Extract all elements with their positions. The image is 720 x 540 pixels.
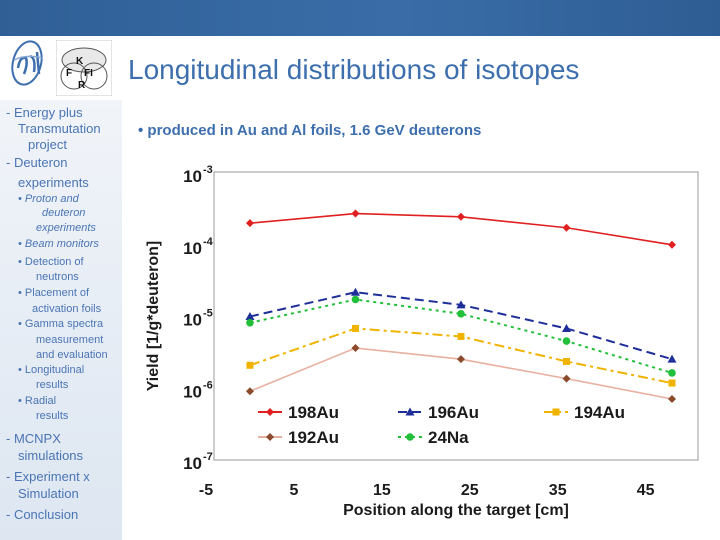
kfi-letter-f: F (66, 68, 72, 79)
x-axis-label: Position along the target [cm] (343, 502, 569, 519)
y-axis-label: Yield [1/g*deuteron] (145, 241, 162, 392)
y-tick-exponent: -5 (203, 308, 213, 320)
series-196Au-point (561, 323, 571, 332)
sidebar-item-energy-plus[interactable]: - Energy plus (6, 105, 83, 120)
sidebar-sub-proton-3[interactable]: experiments (36, 222, 96, 234)
legend-label-192Au: 192Au (288, 428, 339, 447)
series-24Na-point (351, 295, 360, 304)
legend-label-24Na: 24Na (428, 428, 469, 447)
sidebar-sub-gamma-3[interactable]: and evaluation (36, 349, 108, 361)
sidebar-sub-placement-2[interactable]: activation foils (32, 303, 102, 315)
legend-192Au-point (266, 433, 274, 441)
sidebar-sub-gamma-2[interactable]: measurement (36, 334, 104, 346)
sidebar-item-deuteron[interactable]: - Deuteron (6, 155, 68, 170)
sidebar-item-simulation[interactable]: Simulation (18, 486, 79, 501)
sidebar-item-experiment-x[interactable]: - Experiment x (6, 469, 90, 484)
series-196Au-point (667, 354, 677, 363)
sidebar-item-simulations[interactable]: simulations (18, 448, 84, 463)
series-24Na-point (562, 337, 571, 345)
sidebar-sub-longitudinal[interactable]: • Longitudinal (18, 364, 85, 376)
y-tick-label: 10 (183, 239, 202, 258)
x-tick-label: 15 (373, 482, 391, 499)
series-192Au-point (245, 387, 254, 396)
sidebar-item-conclusion[interactable]: - Conclusion (6, 507, 79, 522)
legend-198Au-point (266, 408, 274, 416)
y-tick-label: 10 (183, 382, 202, 401)
sidebar-item-transmutation[interactable]: Transmutation (18, 121, 101, 136)
kfi-logo: K F FI R (56, 40, 112, 96)
series-192Au-point (351, 344, 360, 353)
series-198Au-point (668, 240, 676, 249)
x-tick-label: 5 (289, 482, 298, 499)
series-line-24Na (249, 298, 673, 374)
series-194Au-point (668, 379, 676, 387)
series-198Au-point (351, 209, 360, 218)
kfi-letter-k: K (76, 56, 84, 67)
series-198Au-point (562, 223, 571, 232)
y-tick-exponent: -7 (203, 451, 213, 463)
x-tick-label: 35 (549, 482, 567, 499)
y-tick-exponent: -4 (203, 236, 214, 248)
kfi-letter-fi: FI (84, 68, 93, 79)
y-tick-exponent: -6 (203, 379, 213, 391)
y-ticks: 10-310-410-510-610-7 (183, 164, 214, 473)
x-tick-label: -5 (199, 482, 213, 499)
series-196Au-point (245, 312, 255, 321)
series-194Au-point (457, 332, 465, 340)
sidebar-item-project[interactable]: project (28, 137, 68, 152)
plot-area (213, 171, 699, 461)
sidebar-sub-gamma[interactable]: • Gamma spectra (18, 318, 104, 330)
series-group (245, 209, 677, 403)
isotope-yield-chart: 10-310-410-510-610-7 -5 5 15 25 35 45 198Au 19… (145, 164, 699, 519)
sidebar-sub-longitudinal-2[interactable]: results (36, 379, 69, 391)
legend-label-198Au: 198Au (288, 403, 339, 422)
sidebar-sub-detection-2[interactable]: neutrons (36, 271, 79, 283)
x-tick-label: 45 (637, 482, 655, 499)
legend-label-194Au: 194Au (574, 403, 625, 422)
y-tick-label: 10 (183, 167, 202, 186)
legend-194Au-point (552, 408, 560, 416)
top-banner (0, 0, 720, 36)
series-194Au-point (246, 361, 254, 369)
legend-196Au-point (405, 407, 415, 416)
sidebar-sub-placement[interactable]: • Placement of (18, 287, 90, 299)
legend-label-196Au: 196Au (428, 403, 479, 422)
legend-24Na-point (406, 433, 414, 441)
series-192Au-point (456, 355, 465, 364)
slide-subtitle: • produced in Au and Al foils, 1.6 GeV d… (138, 122, 482, 139)
legend: 198Au 196Au 194Au 192Au 24Na (258, 403, 625, 447)
sidebar-sub-beam-monitors[interactable]: • Beam monitors (18, 238, 99, 250)
y-tick-label: 10 (183, 454, 202, 473)
series-196Au-point (456, 300, 466, 309)
sidebar-sub-radial-2[interactable]: results (36, 410, 69, 422)
sidebar-item-mcnpx[interactable]: - MCNPX (6, 431, 61, 446)
sidebar-sub-proton-2[interactable]: deuteron (42, 207, 86, 219)
series-192Au-point (562, 374, 571, 383)
y-tick-label: 10 (183, 311, 202, 330)
y-tick-exponent: -3 (203, 164, 213, 176)
series-24Na-point (246, 318, 254, 327)
kfi-letter-r: R (78, 80, 86, 91)
series-192Au-point (668, 394, 676, 403)
series-24Na-point (668, 369, 676, 377)
sidebar-sub-radial[interactable]: • Radial (18, 395, 57, 407)
x-ticks: -5 5 15 25 35 45 (199, 482, 655, 499)
page-title: Longitudinal distributions of isotopes (128, 54, 580, 85)
series-196Au-point (350, 287, 360, 296)
sidebar-sub-proton[interactable]: • Proton and (18, 193, 79, 205)
series-194Au-point (351, 324, 359, 332)
sidebar: - Energy plus Transmutation project - De… (0, 100, 122, 540)
sidebar-item-experiments[interactable]: experiments (18, 175, 89, 190)
x-tick-label: 25 (461, 482, 479, 499)
series-198Au-point (456, 212, 465, 221)
series-194Au-point (562, 357, 570, 365)
institute-logo (11, 40, 43, 86)
sidebar-sub-detection[interactable]: • Detection of (18, 256, 84, 268)
series-24Na-point (457, 310, 465, 318)
